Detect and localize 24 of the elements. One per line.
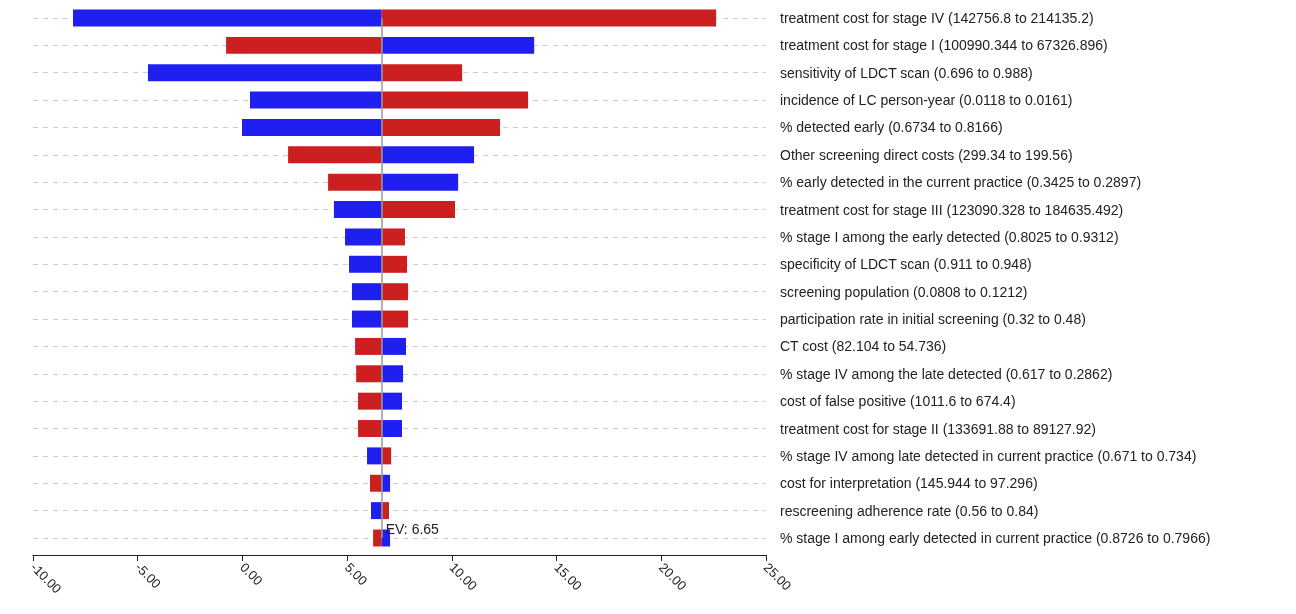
y-tick-label: % early detected in the current practice (0.3425 to 0.2897): [780, 174, 1142, 191]
y-tick-label: cost for interpretation (145.944 to 97.296): [780, 475, 1038, 492]
y-tick-label: treatment cost for stage IV (142756.8 to 214135.2): [780, 10, 1094, 26]
y-tick-label: % stage I among early detected in current practice (0.8726 to 0.7966): [780, 530, 1211, 546]
y-tick-label: treatment cost for stage III (123090.328 to 184635.492): [780, 201, 1124, 218]
y-tick-label: % stage IV among late detected in current practice (0.671 to 0.734): [780, 447, 1197, 464]
y-tick-label: specificity of LDCT scan (0.911 to 0.948): [780, 256, 1032, 273]
y-tick-label: screening population (0.0808 to 0.1212): [780, 283, 1028, 300]
y-tick-label: incidence of LC person-year (0.0118 to 0.0161): [780, 92, 1073, 109]
y-tick-label: sensitivity of LDCT scan (0.696 to 0.988): [780, 64, 1033, 81]
y-tick-label: treatment cost for stage II (133691.88 to 89127.92): [780, 420, 1096, 437]
y-tick-label: % detected early (0.6734 to 0.8166): [780, 119, 1003, 136]
y-tick-label: treatment cost for stage I (100990.344 to 67326.896): [780, 37, 1108, 54]
x-tick-label: 0.00: [237, 559, 266, 589]
ref-line-label: EV: 6.65: [385, 521, 440, 537]
y-tick-label: CT cost (82.104 to 54.736): [780, 338, 947, 355]
x-tick-label: 5.00: [341, 559, 371, 589]
y-tick-label: Other screening direct costs (299.34 to 199.56): [780, 146, 1073, 163]
x-tick-label: -5.00: [132, 559, 164, 592]
y-tick-label: cost of false positive (1011.6 to 674.4): [780, 393, 1016, 410]
y-tick-label: % stage IV among the late detected (0.617 to 0.2862): [780, 365, 1113, 382]
y-tick-label: participation rate in initial screening (0.32 to 0.48): [780, 311, 1086, 328]
y-tick-label: rescreening adherence rate (0.56 to 0.84): [780, 502, 1039, 519]
y-tick-label: % stage I among the early detected (0.8025 to 0.9312): [780, 228, 1119, 245]
